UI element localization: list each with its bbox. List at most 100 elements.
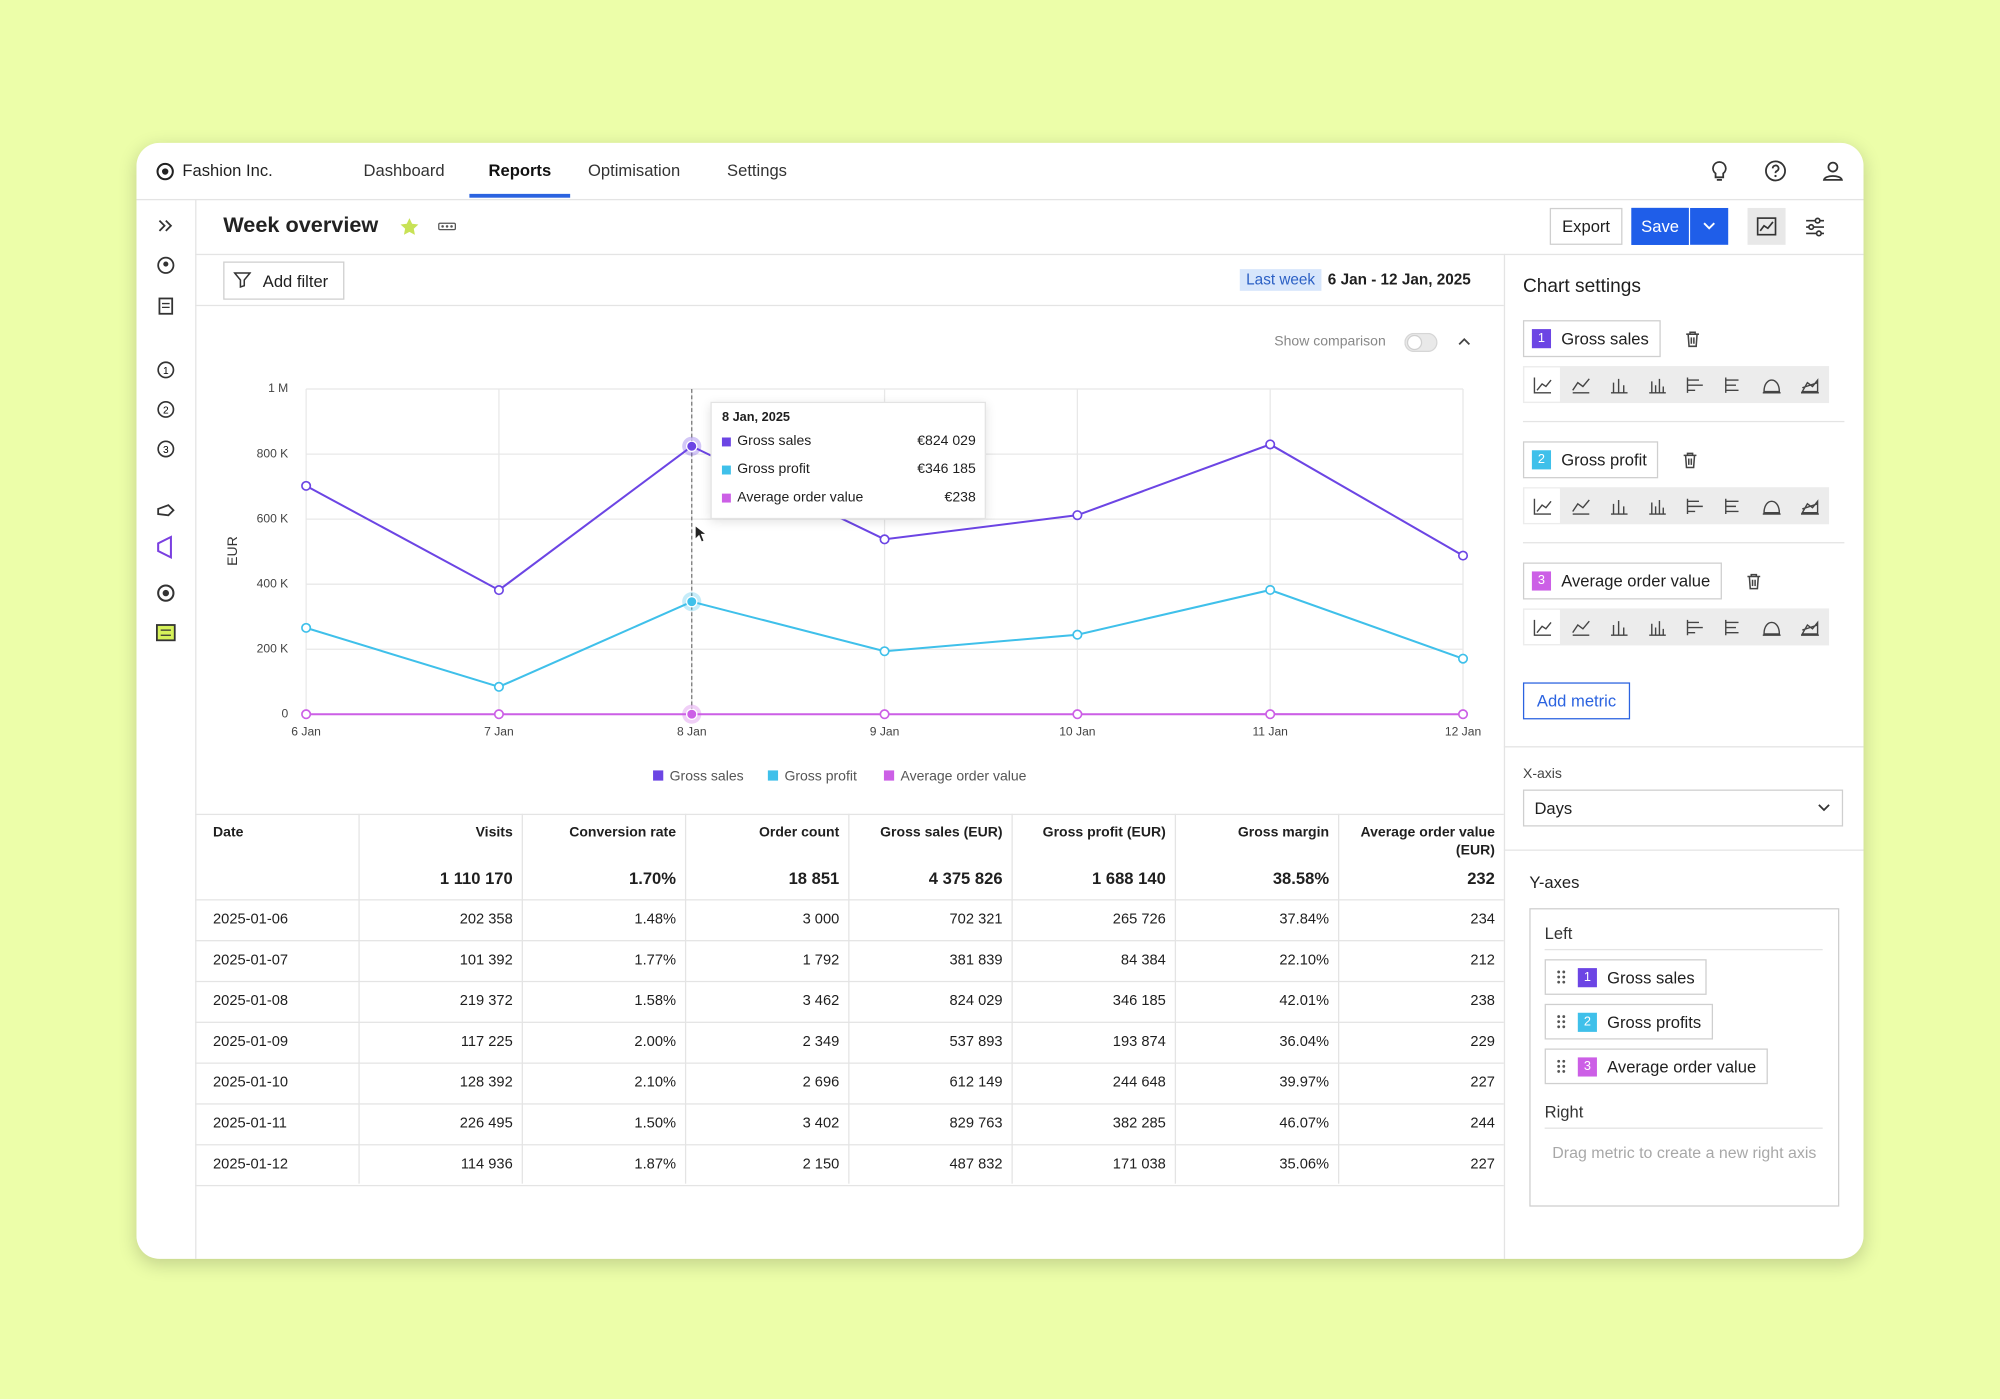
nav-item-active[interactable]: Reports <box>488 160 552 180</box>
nav-item[interactable]: Dashboard <box>363 160 445 180</box>
chart-type-option[interactable] <box>1562 489 1598 523</box>
chart-type-option[interactable] <box>1524 367 1560 402</box>
chart-type-option[interactable] <box>1677 367 1713 401</box>
table-cell: 1.87% <box>634 1156 677 1173</box>
favorite-star[interactable] <box>399 217 419 237</box>
table-cell: 244 <box>1470 1116 1495 1132</box>
line-chart: EUR 0 200 K 400 K 600 K 800 K 1 M 6 Jan 7 Jan 8 … <box>224 381 1481 783</box>
nav-item[interactable]: Optimisation <box>588 160 681 180</box>
table-header: Average order value (EUR) <box>1360 825 1495 859</box>
table-cell: 2025-01-12 <box>213 1156 289 1173</box>
chart-type-option[interactable] <box>1601 367 1637 401</box>
divider <box>195 304 1504 307</box>
table-column-line <box>1011 813 1013 1184</box>
chart-type-option[interactable] <box>1754 610 1790 644</box>
y-tick-label: 800 K <box>257 446 289 460</box>
chart-type-option[interactable] <box>1677 610 1713 644</box>
save-dropdown[interactable] <box>1690 207 1729 245</box>
chart-type-option[interactable] <box>1639 610 1675 644</box>
delete-metric[interactable] <box>1745 573 1763 591</box>
chart-type-option[interactable] <box>1601 610 1637 644</box>
data-point <box>879 709 890 720</box>
nav-item[interactable]: Settings <box>727 160 787 180</box>
sidebar-icons[interactable]: 1 2 3 <box>136 204 195 663</box>
chart-type-option[interactable] <box>1792 367 1828 401</box>
table-cell: 2 696 <box>802 1075 840 1091</box>
y-axes-box <box>1529 908 1840 1207</box>
table-cell: 42.01% <box>1279 993 1330 1009</box>
table-row-line <box>195 1021 1504 1023</box>
tooltip-value: €824 029 <box>917 433 976 449</box>
collapse-chevron[interactable] <box>1457 335 1472 348</box>
chart-type-option[interactable] <box>1639 489 1675 523</box>
table-cell: 226 495 <box>459 1116 513 1132</box>
add-filter-button[interactable]: Add filter <box>223 261 345 300</box>
chart-type-option[interactable] <box>1792 610 1828 644</box>
brand-name: Fashion Inc. <box>182 160 273 180</box>
table-cell: 2025-01-09 <box>213 1034 289 1050</box>
chart-type-option[interactable] <box>1562 367 1598 401</box>
chart-type-option[interactable] <box>1524 488 1560 523</box>
chart-type-option[interactable] <box>1792 489 1828 523</box>
add-metric-button[interactable]: Add metric <box>1522 682 1631 720</box>
chart-type-option[interactable] <box>1524 609 1560 645</box>
chart-type-option[interactable] <box>1716 489 1752 523</box>
x-tick-label: 10 Jan <box>1059 724 1095 738</box>
ideas-icon[interactable] <box>1708 159 1731 182</box>
chart-type-option[interactable] <box>1677 489 1713 523</box>
table-cell: 3 402 <box>802 1116 840 1132</box>
drag-handle <box>1557 1015 1566 1029</box>
chart-type-option[interactable] <box>1601 489 1637 523</box>
chart-type-option[interactable] <box>1639 367 1675 401</box>
table-cell: 2025-01-10 <box>213 1075 289 1091</box>
delete-metric[interactable] <box>1684 330 1702 348</box>
x-tick-label: 7 Jan <box>484 724 514 738</box>
comparison-toggle[interactable] <box>1404 332 1438 353</box>
metric-name: Gross sales <box>1607 967 1695 987</box>
metric-chip[interactable]: 2 Gross profit <box>1522 441 1659 479</box>
date-range[interactable]: 6 Jan - 12 Jan, 2025 <box>1327 270 1471 289</box>
table-cell: 39.97% <box>1279 1075 1330 1091</box>
table-cell: 114 936 <box>460 1156 513 1173</box>
delete-metric[interactable] <box>1681 452 1699 470</box>
export-button[interactable]: Export <box>1549 207 1623 245</box>
data-point <box>1072 510 1083 521</box>
axis-metric-chip[interactable]: 2 Gross profits <box>1544 1003 1713 1040</box>
table-row-line <box>195 1062 1504 1064</box>
chart-type-option[interactable] <box>1754 367 1790 401</box>
data-point <box>879 646 890 657</box>
metric-chip[interactable]: 1 Gross sales <box>1522 320 1661 358</box>
table-cell: 1.58% <box>634 993 677 1009</box>
chart-type-option[interactable] <box>1754 489 1790 523</box>
show-comparison-label: Show comparison <box>1274 334 1386 350</box>
table-cell: 229 <box>1470 1034 1495 1050</box>
chart-type-option[interactable] <box>1716 610 1752 644</box>
x-tick-label: 8 Jan <box>677 724 707 738</box>
save-button[interactable]: Save <box>1631 207 1689 245</box>
table-cell: 2 150 <box>802 1156 840 1173</box>
settings-toggle[interactable] <box>1804 216 1827 239</box>
axis-metric-chip[interactable]: 3 Average order value <box>1544 1048 1768 1085</box>
help-icon[interactable] <box>1764 159 1787 182</box>
account-icon[interactable] <box>1821 159 1844 182</box>
chart-view-toggle[interactable] <box>1747 207 1786 245</box>
period-badge[interactable]: Last week <box>1239 269 1322 291</box>
tooltip-swatch <box>721 465 731 475</box>
metric-chip[interactable]: 3 Average order value <box>1522 562 1722 600</box>
chart-type-option[interactable] <box>1562 610 1598 644</box>
legend-swatch <box>767 770 779 781</box>
x-axis-select[interactable]: Days <box>1522 789 1844 827</box>
nav-active-underline <box>469 193 571 198</box>
right-axis-placeholder[interactable]: Drag metric to create a new right axis <box>1552 1144 1817 1162</box>
drag-handle <box>1557 1059 1566 1073</box>
y-tick-label: 400 K <box>257 576 289 590</box>
y-tick-label: 600 K <box>257 511 289 525</box>
metric-name: Average order value <box>1561 571 1711 591</box>
chart-type-option[interactable] <box>1716 367 1752 401</box>
axis-metric-chip[interactable]: 1 Gross sales <box>1544 959 1707 995</box>
data-point <box>493 585 504 596</box>
table-cell: 346 185 <box>1112 993 1166 1009</box>
divider <box>1544 1127 1823 1129</box>
table-cell: 1.48% <box>634 911 677 928</box>
more-options[interactable] <box>437 219 457 234</box>
